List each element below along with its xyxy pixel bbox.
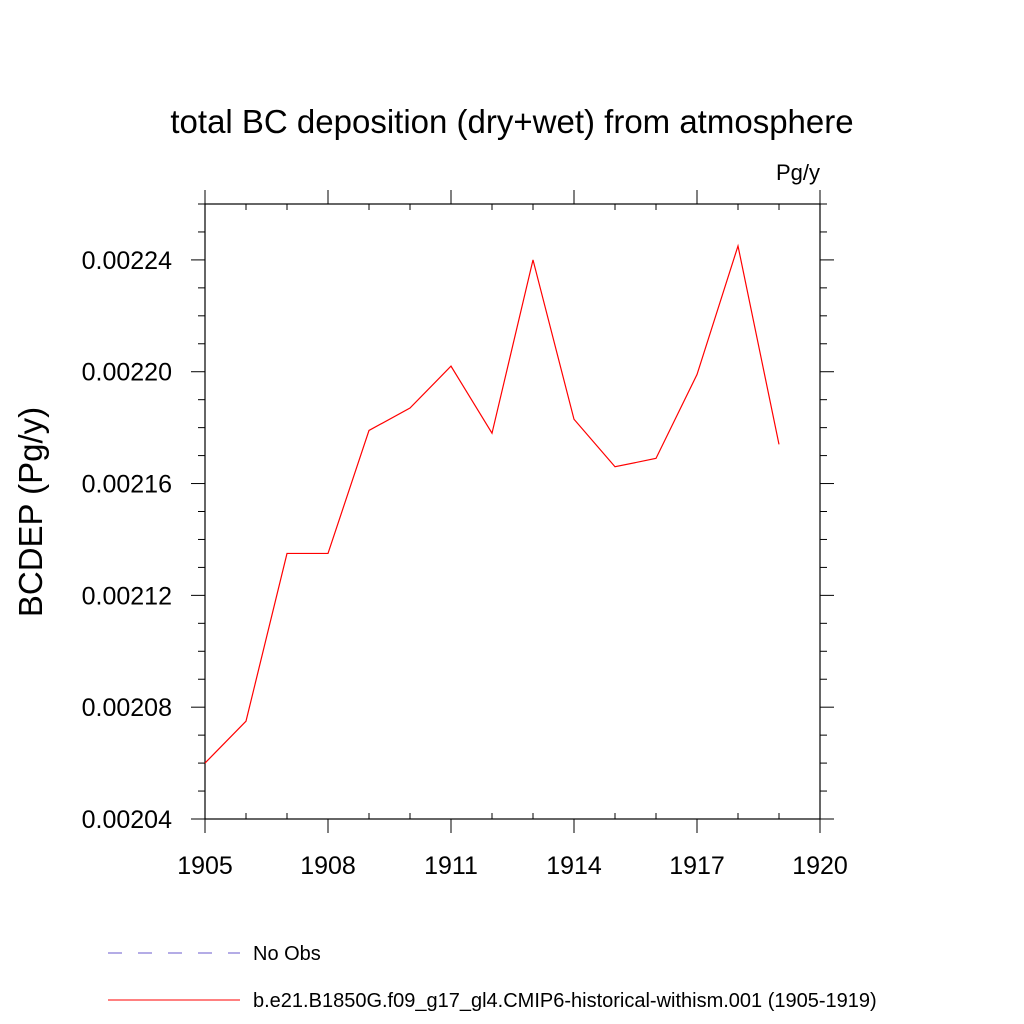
y-tick-label: 0.00212 <box>82 582 172 610</box>
series-line-1 <box>204 243 780 764</box>
y-tick-label: 0.00220 <box>82 359 172 387</box>
x-tick-label: 1920 <box>792 852 848 880</box>
x-tick-label: 1914 <box>546 852 602 880</box>
x-tick-label: 1908 <box>300 852 356 880</box>
x-tick-labels: 1905 1908 1911 1914 1917 1920 <box>177 852 848 880</box>
y-tick-labels: 0.00204 0.00208 0.00212 0.00216 0.00220 0.002… <box>82 247 172 834</box>
chart-title: total BC deposition (dry+wet) from atmos… <box>170 103 853 140</box>
legend-label-no-obs: No Obs <box>253 943 321 965</box>
x-tick-label: 1911 <box>424 852 478 880</box>
y-tick-label: 0.00216 <box>82 471 172 499</box>
legend: No Obs b.e21.B1850G.f09_g17_gl4.CMIP6-hi… <box>108 943 877 1012</box>
plot-frame <box>204 203 821 820</box>
axis-ticks <box>191 190 834 833</box>
y-axis-label: BCDEP (Pg/y) <box>12 407 49 617</box>
units-label: Pg/y <box>776 160 820 185</box>
y-tick-label: 0.00208 <box>82 694 172 722</box>
legend-label-model-run: b.e21.B1850G.f09_g17_gl4.CMIP6-historica… <box>253 990 877 1012</box>
y-tick-label: 0.00204 <box>82 806 172 834</box>
y-tick-label: 0.00224 <box>82 247 172 275</box>
x-tick-label: 1917 <box>669 852 725 880</box>
series-lines <box>204 243 780 764</box>
x-tick-label: 1905 <box>177 852 233 880</box>
